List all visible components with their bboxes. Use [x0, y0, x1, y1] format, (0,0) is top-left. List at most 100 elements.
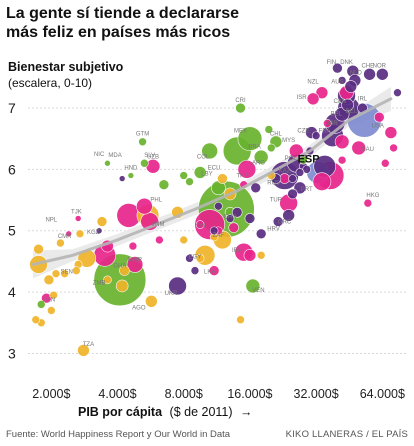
country-label-tha: THA [236, 173, 248, 179]
highlight-label-esp: ESP [298, 153, 320, 165]
data-point-hkg [363, 198, 373, 208]
country-label-nzl: NZL [307, 79, 319, 85]
country-label-isr: ISR [297, 95, 308, 101]
data-point-aut [341, 98, 354, 112]
data-point-mkd [225, 214, 235, 223]
country-label-zmb: ZMB [93, 281, 106, 287]
country-label-zaf: ZAF [213, 233, 225, 239]
data-point-hrv [272, 216, 284, 227]
data-point-tha [237, 160, 257, 179]
axis-layer: 3 4 5 6 7 2.000$ 4.000$ 8.000$ 16.000$ 32.000$ 64.… [8, 100, 405, 401]
country-label-chl: CHL [270, 132, 283, 138]
country-label-hrv: HRV [267, 227, 280, 233]
country-label-dnk: DNK [340, 60, 353, 66]
data-point-ukr [168, 276, 187, 296]
data-point-mda [118, 175, 126, 182]
data-point-geo [190, 266, 200, 275]
country-label-hkg: HKG [366, 193, 379, 199]
country-label-fra: FRA [319, 129, 331, 135]
data-point-ury [266, 143, 276, 153]
x-tick-label: 2.000$ [32, 387, 70, 401]
x-axis-arrow: → [240, 405, 253, 419]
data-point-hti [36, 300, 46, 309]
country-label-cmr: CMR [58, 234, 72, 240]
author-credit: KIKO LLANERAS / EL PAÍS [285, 429, 408, 440]
data-point-nor [376, 67, 389, 81]
x-tick-label: 64.000$ [360, 387, 405, 401]
chart-title-line-2: más feliz en países más ricos [6, 24, 231, 41]
country-label-mys: MYS [282, 138, 295, 144]
data-point-uga [43, 274, 55, 286]
data-point-bol [158, 179, 170, 191]
country-label-slv: SLV [144, 153, 155, 159]
source-note: Fuente: World Happiness Report y Our Wor… [6, 429, 231, 440]
country-label-egy: EGY [189, 254, 202, 260]
country-label-bra: BRA [248, 145, 260, 151]
data-point-lux [393, 88, 402, 97]
data-point-grc [282, 209, 295, 222]
data-point-mmr [126, 256, 144, 273]
data-point-nzl [315, 86, 329, 99]
data-point-nam [195, 254, 205, 263]
data-point-pry [185, 177, 194, 186]
trend-line [31, 97, 393, 266]
country-label-gha: GHA [113, 264, 126, 270]
y-tick-label: 7 [8, 100, 16, 116]
data-point-lka [208, 265, 220, 276]
data-point-lva [288, 174, 297, 183]
country-label-chn: CHN [224, 214, 237, 220]
country-label-tza: TZA [83, 342, 94, 348]
data-point-aze [244, 213, 256, 224]
country-label-grc: GRC [278, 219, 292, 225]
x-tick-label: 32.000$ [294, 387, 339, 401]
country-label-sau: SAU [362, 147, 374, 153]
data-point-tza [77, 344, 90, 357]
data-point-slv [140, 158, 149, 168]
data-point-sdn [115, 279, 129, 293]
chart-title: La gente sí tiende a declararse más feli… [6, 4, 410, 42]
chart-title-line-1: La gente sí tiende a declararse [6, 5, 239, 22]
country-label-mex: MEX [234, 129, 247, 135]
data-point-swe [344, 80, 358, 93]
data-point-nic [104, 159, 111, 167]
data-point-swz [179, 235, 189, 245]
data-point-blr [250, 182, 262, 194]
data-point-cmr [75, 229, 85, 239]
data-point-lby [217, 173, 228, 184]
data-point-pse [128, 241, 138, 251]
country-label-cze: CZE [297, 129, 309, 135]
country-label-irn: IRN [232, 248, 242, 254]
data-point-tjk [74, 215, 82, 222]
country-label-arg: ARG [252, 160, 265, 166]
country-label-lka: LKA [204, 270, 215, 276]
country-label-fin: FIN [326, 60, 336, 66]
y-tick-label: 5 [8, 223, 16, 239]
data-point-mwi [31, 315, 41, 325]
country-label-nld: NLD [350, 70, 363, 76]
data-point-kor [312, 172, 332, 191]
country-label-ecu: ECU [208, 165, 221, 171]
data-point-jam [179, 171, 189, 180]
data-point-gha [119, 265, 130, 276]
data-point-lao [155, 235, 164, 245]
x-tick-label: 16.000$ [227, 387, 272, 401]
confidence-band-layer [32, 86, 391, 279]
country-label-gtm: GTM [136, 132, 149, 138]
country-label-mmr: MMR [128, 257, 143, 263]
y-axis-subtitle: (escalera, 0-10) [8, 76, 92, 90]
data-point-omn [323, 119, 332, 128]
x-tick-label: 4.000$ [98, 387, 136, 401]
data-point-isl [337, 76, 347, 85]
country-label-pol: POL [285, 156, 298, 162]
country-label-vnm: VNM [151, 222, 164, 228]
data-point-mlt [311, 131, 321, 140]
data-point-ben [49, 290, 58, 300]
country-label-cri: CRI [235, 98, 246, 104]
country-label-che: CHE [362, 64, 375, 70]
data-point-are [373, 111, 385, 123]
data-point-pan [264, 125, 274, 134]
data-point-col [201, 142, 218, 160]
country-label-can: CAN [333, 99, 346, 105]
country-label-ven: VEN [252, 288, 264, 294]
